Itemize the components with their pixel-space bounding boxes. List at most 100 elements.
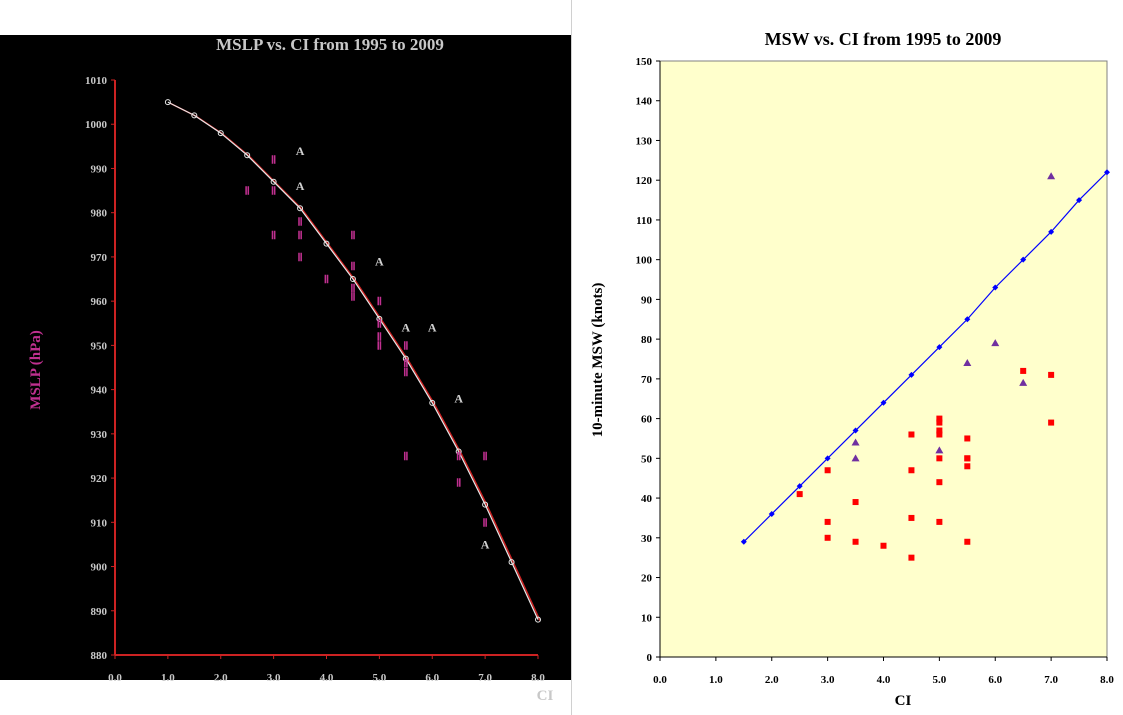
- fit-point: [936, 344, 943, 351]
- x-axis-label: CI: [537, 688, 554, 704]
- square-point: Ⅱ: [377, 332, 382, 344]
- square-point: Ⅱ: [350, 283, 355, 295]
- square-point: Ⅱ: [244, 186, 249, 198]
- y-tick-label: 100: [636, 255, 653, 267]
- x-tick-label: 0.0: [108, 672, 122, 684]
- fit-point: [992, 284, 999, 291]
- y-tick-label: 950: [91, 340, 108, 352]
- square-point: [936, 415, 943, 422]
- square-point: [936, 518, 943, 525]
- triangle-point: [1047, 172, 1056, 180]
- y-tick-label: 90: [641, 294, 653, 306]
- square-point: [852, 499, 859, 506]
- square-point: Ⅱ: [377, 318, 382, 330]
- square-point: [908, 431, 915, 438]
- chart-background: [0, 35, 571, 680]
- y-axis-label: 10-minute MSW (knots): [590, 283, 606, 438]
- triangle-point: [935, 446, 944, 454]
- square-point: [796, 491, 803, 498]
- triangle-point: [1019, 378, 1028, 386]
- x-tick-label: 2.0: [765, 674, 779, 686]
- y-tick-label: 10: [641, 612, 653, 624]
- square-point: [852, 538, 859, 545]
- square-point: Ⅱ: [324, 274, 329, 286]
- fit-point: [297, 205, 304, 212]
- y-tick-label: 890: [91, 606, 108, 618]
- square-point: [936, 427, 943, 434]
- triangle-point: A: [401, 321, 410, 335]
- square-point: [908, 514, 915, 521]
- square-point: [964, 463, 971, 470]
- x-tick-label: 2.0: [214, 672, 228, 684]
- y-tick-label: 110: [636, 215, 652, 227]
- square-point: Ⅱ: [482, 451, 487, 463]
- y-tick-label: 980: [91, 208, 108, 220]
- msw-chart: MSW vs. CI from 1995 to 2009 0 10 20 30 40 50 6…: [572, 0, 1123, 715]
- fit-point: [535, 616, 541, 623]
- chart-title: MSLP vs. CI from 1995 to 2009: [216, 35, 444, 54]
- square-point: [824, 518, 831, 525]
- x-tick-label: 7.0: [1044, 674, 1058, 686]
- fit-point: [429, 399, 436, 406]
- mslp-chart: MSLP vs. CI from 1995 to 2009 880 890 900 91…: [0, 35, 571, 704]
- triangle-point: A: [296, 179, 305, 193]
- y-tick-label: 0: [647, 652, 653, 664]
- square-point: Ⅱ: [456, 478, 461, 490]
- fit-point: [482, 501, 489, 508]
- x-tick-label: 8.0: [531, 672, 545, 684]
- y-tick-label: 880: [91, 650, 108, 662]
- chart-title: MSW vs. CI from 1995 to 2009: [765, 29, 1002, 49]
- x-tick-label: 5.0: [373, 672, 387, 684]
- fit-point: [1020, 256, 1027, 263]
- x-tick-label: 8.0: [1100, 674, 1114, 686]
- fit-point: [908, 371, 915, 378]
- x-tick-label: 6.0: [988, 674, 1002, 686]
- square-point: Ⅱ: [456, 451, 461, 463]
- y-tick-label: 60: [641, 414, 653, 426]
- fit-point: [191, 112, 198, 119]
- fit-point: [1104, 169, 1110, 176]
- x-tick-label: 5.0: [933, 674, 947, 686]
- y-tick-label: 940: [91, 385, 108, 397]
- x-tick-label: 0.0: [653, 674, 667, 686]
- square-point: [936, 479, 943, 486]
- square-point: Ⅱ: [403, 367, 408, 379]
- square-point: [1048, 371, 1055, 378]
- square-point: [936, 419, 943, 426]
- triangle-point: [851, 438, 860, 446]
- y-tick-label: 910: [91, 517, 108, 529]
- triangle-point: [963, 358, 972, 366]
- y-tick-label: 50: [641, 453, 653, 465]
- triangle-point: [991, 339, 1000, 347]
- y-tick-label: 80: [641, 334, 653, 346]
- fit-point: [740, 538, 747, 545]
- square-point: Ⅱ: [271, 230, 276, 242]
- y-tick-label: 930: [91, 429, 108, 441]
- y-axis-label: MSLP (hPa): [28, 330, 44, 410]
- square-point: [908, 554, 915, 561]
- y-tick-label: 150: [636, 56, 653, 68]
- fit-point: [824, 455, 831, 462]
- square-point: Ⅱ: [297, 252, 302, 264]
- y-tick-label: 30: [641, 533, 653, 545]
- fit-point: [244, 152, 251, 159]
- square-point: [964, 538, 971, 545]
- square-point: [964, 435, 971, 442]
- y-tick-label: 920: [91, 473, 108, 485]
- fit-line: [167, 101, 539, 620]
- square-point: Ⅱ: [377, 296, 382, 308]
- x-tick-label: 3.0: [267, 672, 281, 684]
- triangle-point: A: [481, 537, 490, 551]
- fit-point: [796, 483, 803, 490]
- square-point: [1020, 367, 1027, 374]
- mslp-chart-panel: MSLP vs. CI from 1995 to 2009 880 890 900 91…: [0, 35, 571, 704]
- x-tick-label: 1.0: [161, 672, 175, 684]
- square-point: Ⅱ: [482, 517, 487, 529]
- square-point: [936, 455, 943, 462]
- square-point: [936, 431, 943, 438]
- fit-point: [270, 178, 277, 185]
- fit-point: [164, 99, 171, 106]
- y-tick-label: 20: [641, 573, 653, 585]
- fit-point: [1076, 197, 1083, 204]
- fit-point: [508, 559, 515, 566]
